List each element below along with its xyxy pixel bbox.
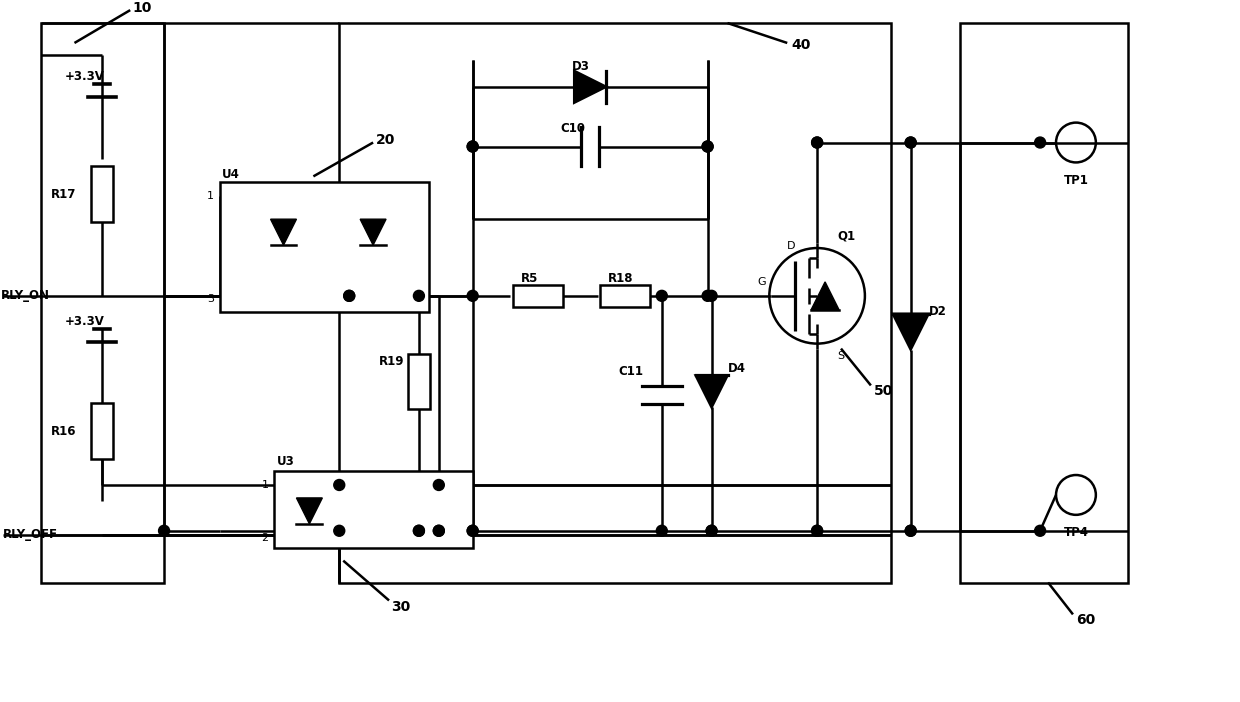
- Text: G: G: [758, 277, 766, 287]
- Bar: [408, 354, 430, 409]
- Text: 4: 4: [459, 480, 466, 490]
- Text: 3: 3: [207, 294, 213, 304]
- Circle shape: [905, 525, 916, 536]
- Text: D2: D2: [929, 305, 946, 318]
- Text: R17: R17: [51, 188, 76, 201]
- Text: 30: 30: [391, 600, 410, 614]
- Bar: [600, 285, 650, 307]
- Circle shape: [413, 291, 424, 301]
- Bar: [92, 404, 113, 459]
- Circle shape: [812, 137, 822, 148]
- Circle shape: [343, 291, 355, 301]
- Polygon shape: [893, 314, 929, 350]
- Text: A: A: [234, 187, 242, 197]
- Text: R19: R19: [379, 355, 404, 368]
- Circle shape: [812, 525, 822, 536]
- Text: TP4: TP4: [1064, 526, 1089, 539]
- Text: R18: R18: [608, 272, 634, 286]
- Text: U4: U4: [222, 168, 239, 181]
- Circle shape: [334, 525, 345, 536]
- Circle shape: [1034, 525, 1045, 536]
- Text: RLY_OFF: RLY_OFF: [2, 528, 58, 541]
- Circle shape: [702, 141, 713, 152]
- Circle shape: [656, 525, 667, 536]
- Bar: [219, 183, 429, 312]
- Circle shape: [702, 141, 713, 152]
- Text: C: C: [383, 294, 391, 304]
- Circle shape: [467, 525, 479, 536]
- Circle shape: [702, 291, 713, 301]
- Circle shape: [706, 291, 717, 301]
- Text: D3: D3: [572, 60, 590, 74]
- Text: R5: R5: [521, 272, 538, 286]
- Text: C: C: [234, 294, 242, 304]
- Text: 40: 40: [791, 38, 811, 52]
- Text: TP1: TP1: [1064, 174, 1089, 187]
- Circle shape: [433, 525, 444, 536]
- Circle shape: [905, 137, 916, 148]
- Polygon shape: [574, 71, 606, 102]
- Bar: [340, 23, 890, 583]
- Text: Q1: Q1: [837, 230, 856, 243]
- Text: 20: 20: [376, 133, 396, 147]
- Text: 4: 4: [413, 294, 420, 304]
- Circle shape: [343, 291, 355, 301]
- Circle shape: [334, 479, 345, 491]
- Text: 1: 1: [207, 191, 213, 201]
- Circle shape: [467, 525, 479, 536]
- Text: D4: D4: [728, 362, 745, 375]
- Text: 50: 50: [874, 385, 893, 399]
- Text: 6: 6: [413, 191, 420, 201]
- Text: U3: U3: [277, 455, 294, 468]
- Bar: [41, 23, 164, 583]
- Bar: [274, 471, 472, 548]
- Text: 1: 1: [262, 480, 269, 490]
- Text: +3.3V: +3.3V: [64, 70, 104, 84]
- Text: +3.3V: +3.3V: [64, 315, 104, 329]
- Circle shape: [433, 525, 444, 536]
- Text: 2: 2: [262, 533, 269, 543]
- Text: C11: C11: [618, 365, 644, 378]
- Circle shape: [656, 291, 667, 301]
- Circle shape: [812, 525, 822, 536]
- Polygon shape: [811, 282, 839, 310]
- Text: RLY_ON: RLY_ON: [1, 289, 50, 303]
- Polygon shape: [270, 219, 296, 245]
- Text: S: S: [837, 350, 844, 361]
- Circle shape: [706, 525, 717, 536]
- Polygon shape: [360, 219, 386, 245]
- Circle shape: [413, 525, 424, 536]
- Circle shape: [1034, 137, 1045, 148]
- Text: C10: C10: [560, 122, 585, 135]
- Circle shape: [159, 525, 170, 536]
- Polygon shape: [696, 376, 728, 407]
- Text: 60: 60: [1076, 614, 1095, 628]
- Circle shape: [905, 137, 916, 148]
- Bar: [961, 23, 1127, 583]
- Circle shape: [812, 137, 822, 148]
- Polygon shape: [296, 498, 322, 524]
- Text: D: D: [787, 241, 796, 251]
- Circle shape: [467, 291, 479, 301]
- Circle shape: [706, 525, 717, 536]
- Circle shape: [905, 525, 916, 536]
- Circle shape: [433, 479, 444, 491]
- Text: 3: 3: [459, 533, 466, 543]
- Text: R16: R16: [51, 425, 76, 438]
- Circle shape: [413, 525, 424, 536]
- Bar: [513, 285, 563, 307]
- Text: A: A: [383, 187, 391, 197]
- Circle shape: [467, 141, 479, 152]
- Circle shape: [467, 141, 479, 152]
- Bar: [92, 166, 113, 222]
- Text: 10: 10: [133, 1, 151, 15]
